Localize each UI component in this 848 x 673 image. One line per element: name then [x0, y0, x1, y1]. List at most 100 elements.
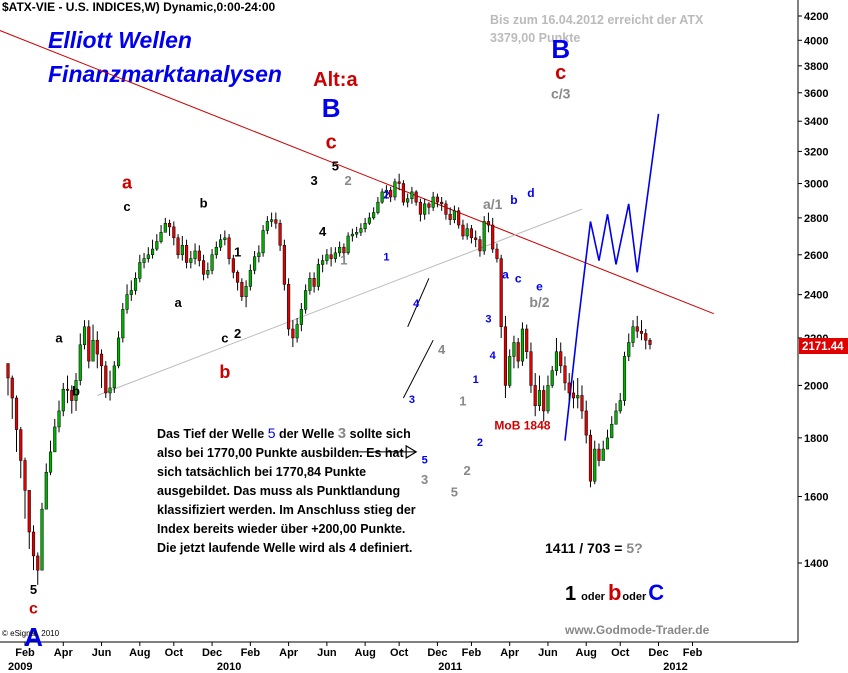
candle [325, 249, 329, 265]
candle [376, 196, 380, 215]
candle-body [448, 214, 452, 220]
x-tick-label: Jun [538, 647, 558, 659]
candle [329, 247, 333, 267]
candle [495, 243, 499, 263]
x-tick-label: Apr [500, 647, 520, 659]
candle-body [48, 451, 53, 473]
candle-body [61, 388, 65, 412]
candle-body [19, 429, 23, 461]
candle [525, 324, 529, 359]
candle-body [214, 246, 218, 256]
y-tick-label: 2800 [804, 213, 828, 225]
candle [648, 337, 652, 350]
ratio-text-tail: 5? [626, 540, 642, 556]
candle-body [410, 191, 414, 199]
candle-body [219, 239, 223, 248]
annotation-line-1-part-c: sollte sich [346, 427, 411, 441]
y-tick-label: 4000 [804, 35, 828, 47]
candle [431, 191, 435, 211]
last-price-tag [799, 338, 848, 354]
wave-label: 2 [477, 437, 483, 449]
candle-body [516, 342, 520, 362]
candle [312, 272, 316, 293]
wave-label: 3 [311, 173, 318, 188]
candle [193, 243, 197, 265]
wave-label: c [221, 331, 228, 346]
candle-body [355, 232, 359, 235]
candle-body [346, 235, 350, 254]
candle [554, 337, 559, 376]
candle [19, 426, 23, 479]
x-tick-label: Feb [462, 647, 482, 659]
candle-body [108, 387, 112, 394]
candle [129, 280, 133, 301]
candle-body [125, 294, 129, 310]
candle [644, 328, 648, 350]
arrow-head [405, 444, 418, 459]
candle-body [295, 324, 299, 339]
candle-body [299, 309, 303, 325]
candle [214, 241, 218, 259]
annotation-wave-5: 5 [268, 425, 276, 441]
scenario-one: 1 [565, 583, 576, 605]
candle-body [53, 426, 57, 453]
y-tick-label: 3800 [804, 61, 828, 73]
x-tick-label: Feb [15, 647, 35, 659]
candle-body [452, 210, 456, 220]
wave-label: 1 [459, 394, 466, 409]
candle-body [265, 221, 269, 231]
candle [57, 400, 61, 433]
candle [559, 342, 563, 374]
wave-label: Alt:a [313, 69, 358, 91]
candlestick-series [6, 173, 652, 585]
wave-label: b [72, 383, 80, 398]
candle-body [559, 351, 563, 367]
candle-body [580, 395, 584, 412]
candle [363, 217, 367, 233]
candle [316, 258, 320, 291]
candle-body [627, 342, 631, 357]
candle-body [36, 555, 40, 571]
candle-body [159, 232, 163, 242]
ratio-text: 1411 / 703 = 5? [545, 540, 643, 556]
wave-label: c [29, 600, 38, 617]
candle-body [389, 189, 393, 198]
candle-body [99, 353, 104, 367]
candle [393, 178, 397, 201]
candle [627, 333, 631, 362]
candle [299, 303, 303, 332]
candle [248, 264, 252, 291]
candle [588, 429, 593, 488]
candle-body [393, 181, 397, 198]
x-year-label: 2012 [663, 661, 687, 673]
candle-body [359, 228, 363, 233]
candle-body [240, 282, 244, 297]
candle-body [329, 254, 333, 259]
candle [529, 342, 533, 393]
candle [461, 219, 465, 240]
candle-body [104, 365, 108, 394]
candle [601, 440, 605, 461]
candle [338, 241, 342, 257]
candle-body [567, 382, 571, 394]
candle [406, 193, 410, 208]
candle-body [321, 260, 325, 265]
candle-body [185, 245, 189, 263]
scenario-text: 1 oder boderC [565, 580, 664, 605]
candle-body [444, 203, 448, 215]
candle-body [461, 224, 465, 237]
candle [31, 525, 36, 571]
candle [401, 180, 405, 206]
candle-body [197, 250, 201, 261]
wave-label: 2 [464, 463, 471, 478]
candle [82, 320, 87, 350]
candle-body [14, 397, 19, 430]
candle-body [427, 203, 431, 208]
candle [202, 254, 206, 281]
wave-label: 3 [485, 313, 491, 325]
wave-label: 5 [422, 454, 428, 466]
candle-body [508, 356, 512, 386]
candle [308, 272, 312, 295]
candle [206, 262, 210, 279]
